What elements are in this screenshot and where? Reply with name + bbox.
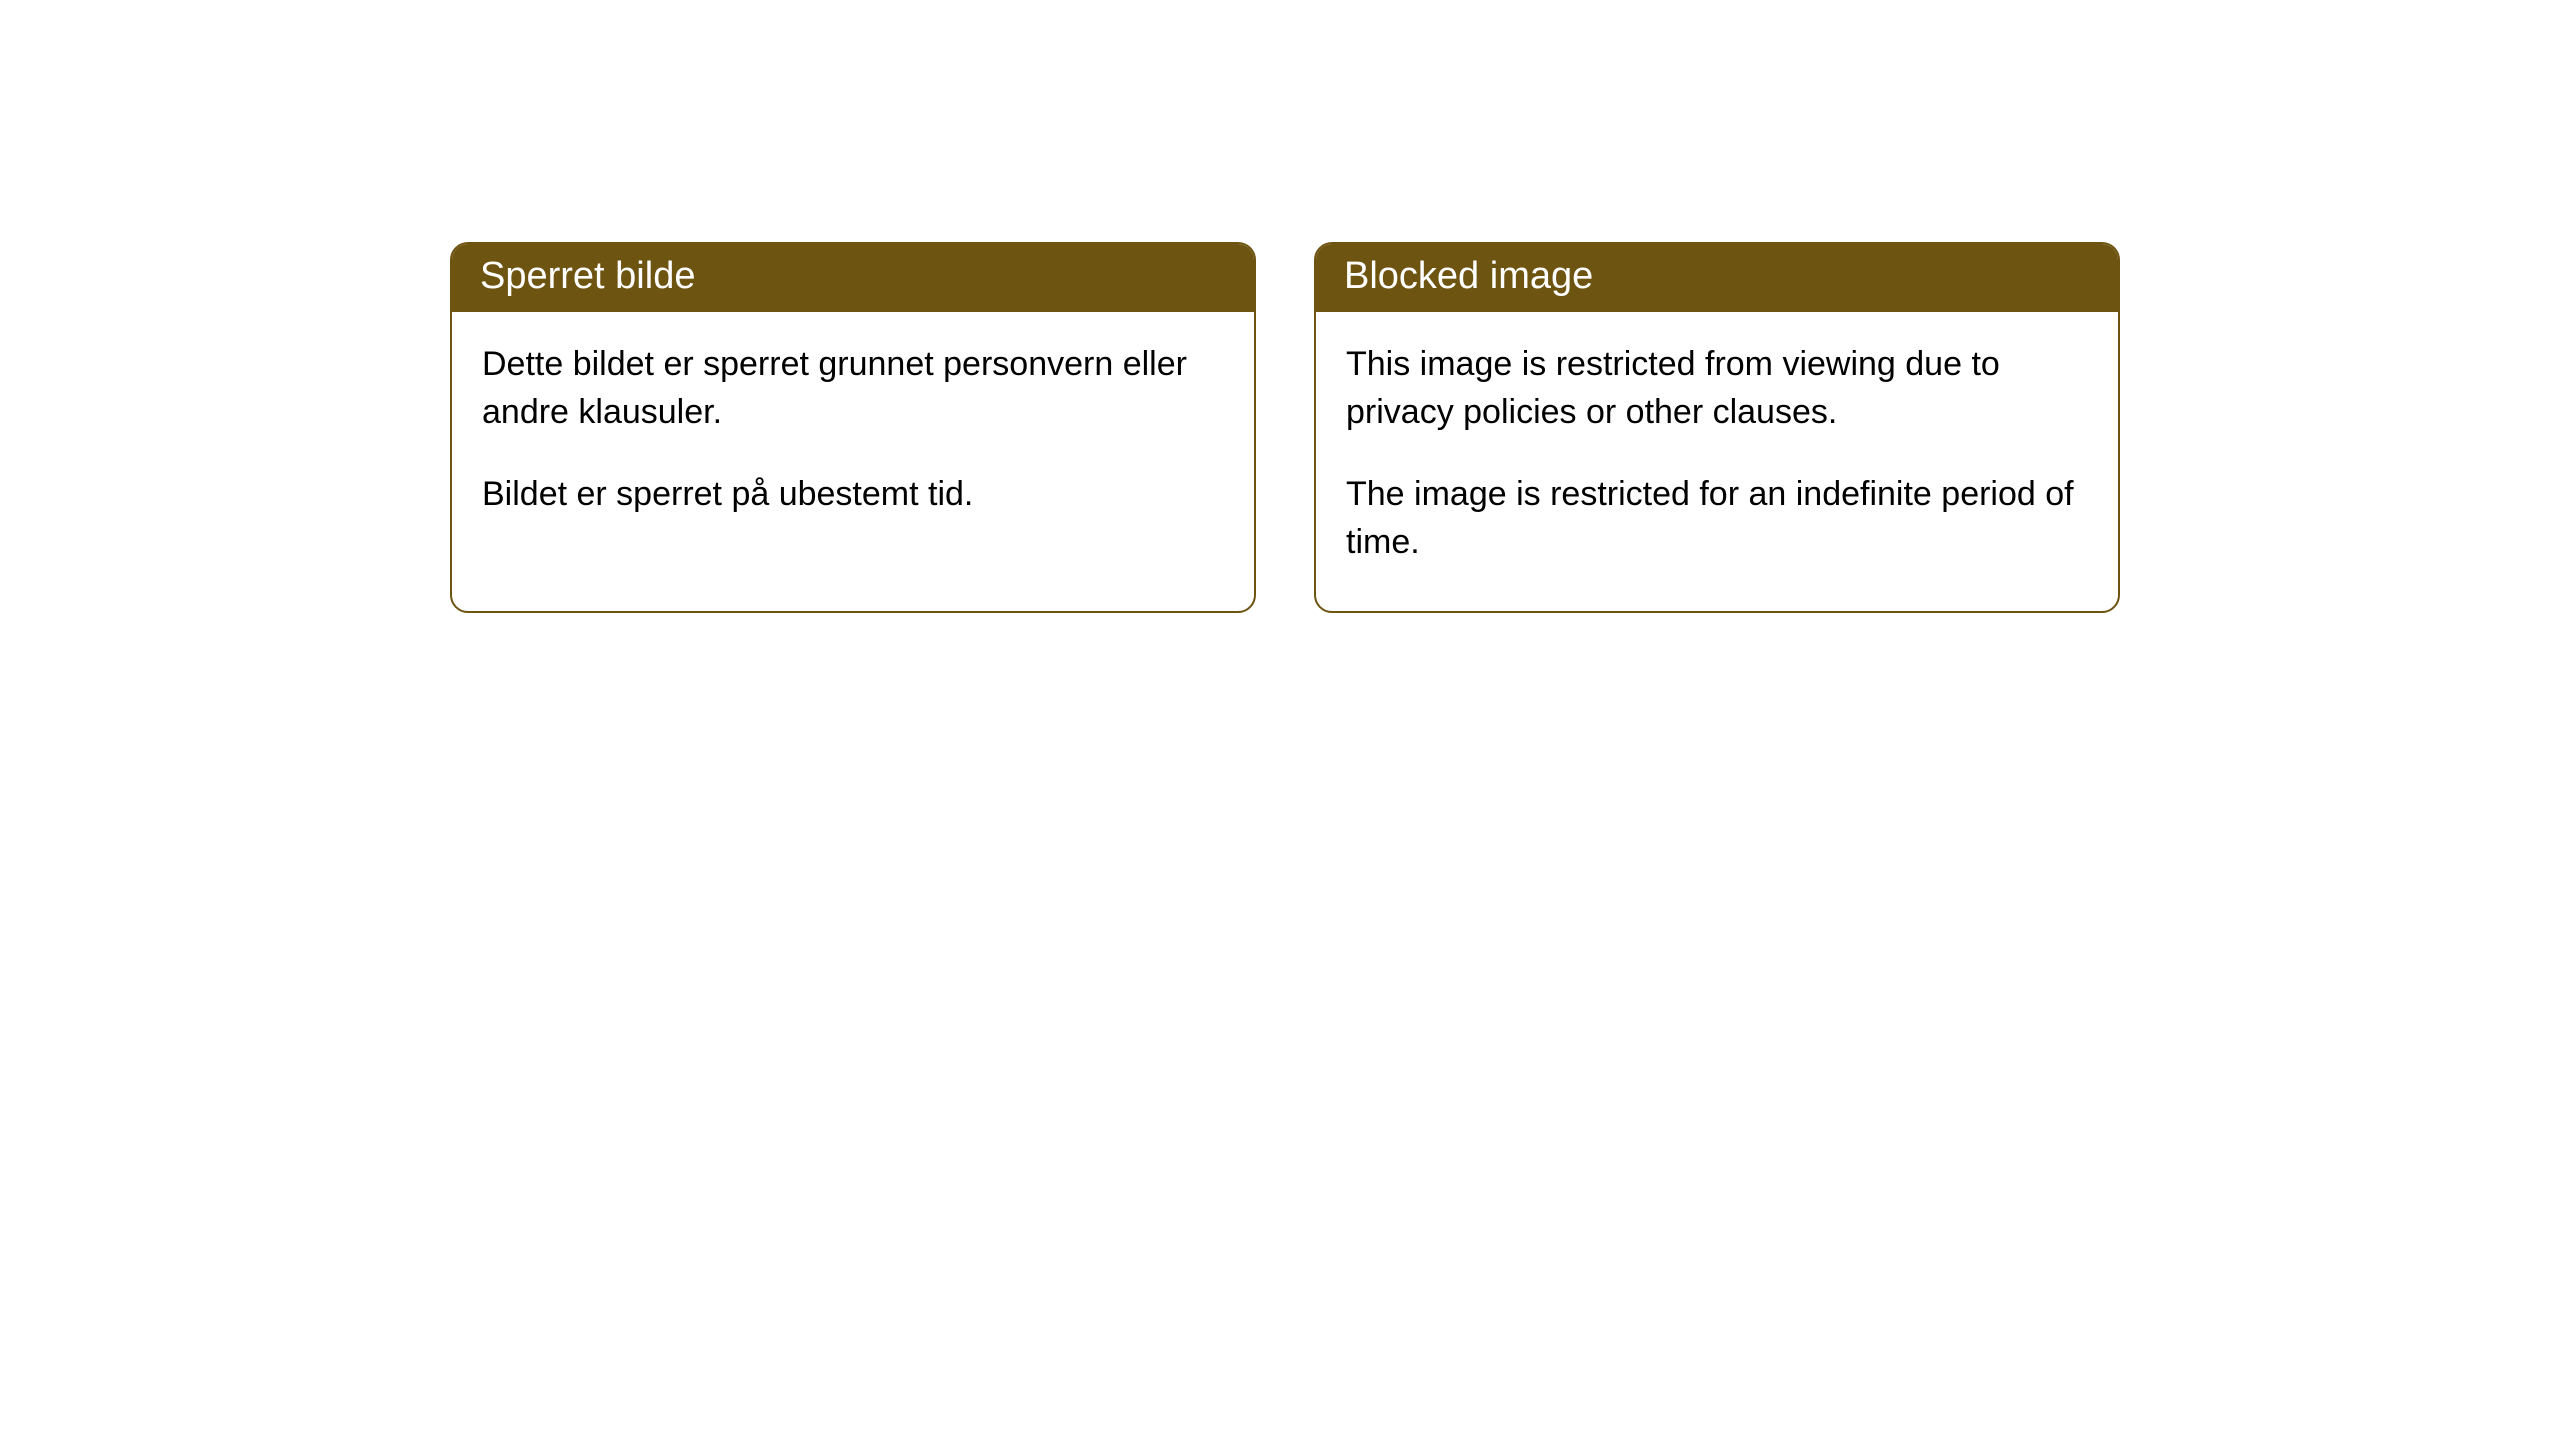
card-body-norwegian: Dette bildet er sperret grunnet personve… xyxy=(452,312,1254,563)
card-header-english: Blocked image xyxy=(1316,244,2118,312)
card-text-norwegian-1: Dette bildet er sperret grunnet personve… xyxy=(482,340,1224,437)
card-text-english-1: This image is restricted from viewing du… xyxy=(1346,340,2088,437)
card-header-norwegian: Sperret bilde xyxy=(452,244,1254,312)
card-text-english-2: The image is restricted for an indefinit… xyxy=(1346,470,2088,567)
card-body-english: This image is restricted from viewing du… xyxy=(1316,312,2118,611)
notice-card-norwegian: Sperret bilde Dette bildet er sperret gr… xyxy=(450,242,1256,613)
notice-card-english: Blocked image This image is restricted f… xyxy=(1314,242,2120,613)
card-text-norwegian-2: Bildet er sperret på ubestemt tid. xyxy=(482,470,1224,518)
cards-container: Sperret bilde Dette bildet er sperret gr… xyxy=(450,242,2560,613)
